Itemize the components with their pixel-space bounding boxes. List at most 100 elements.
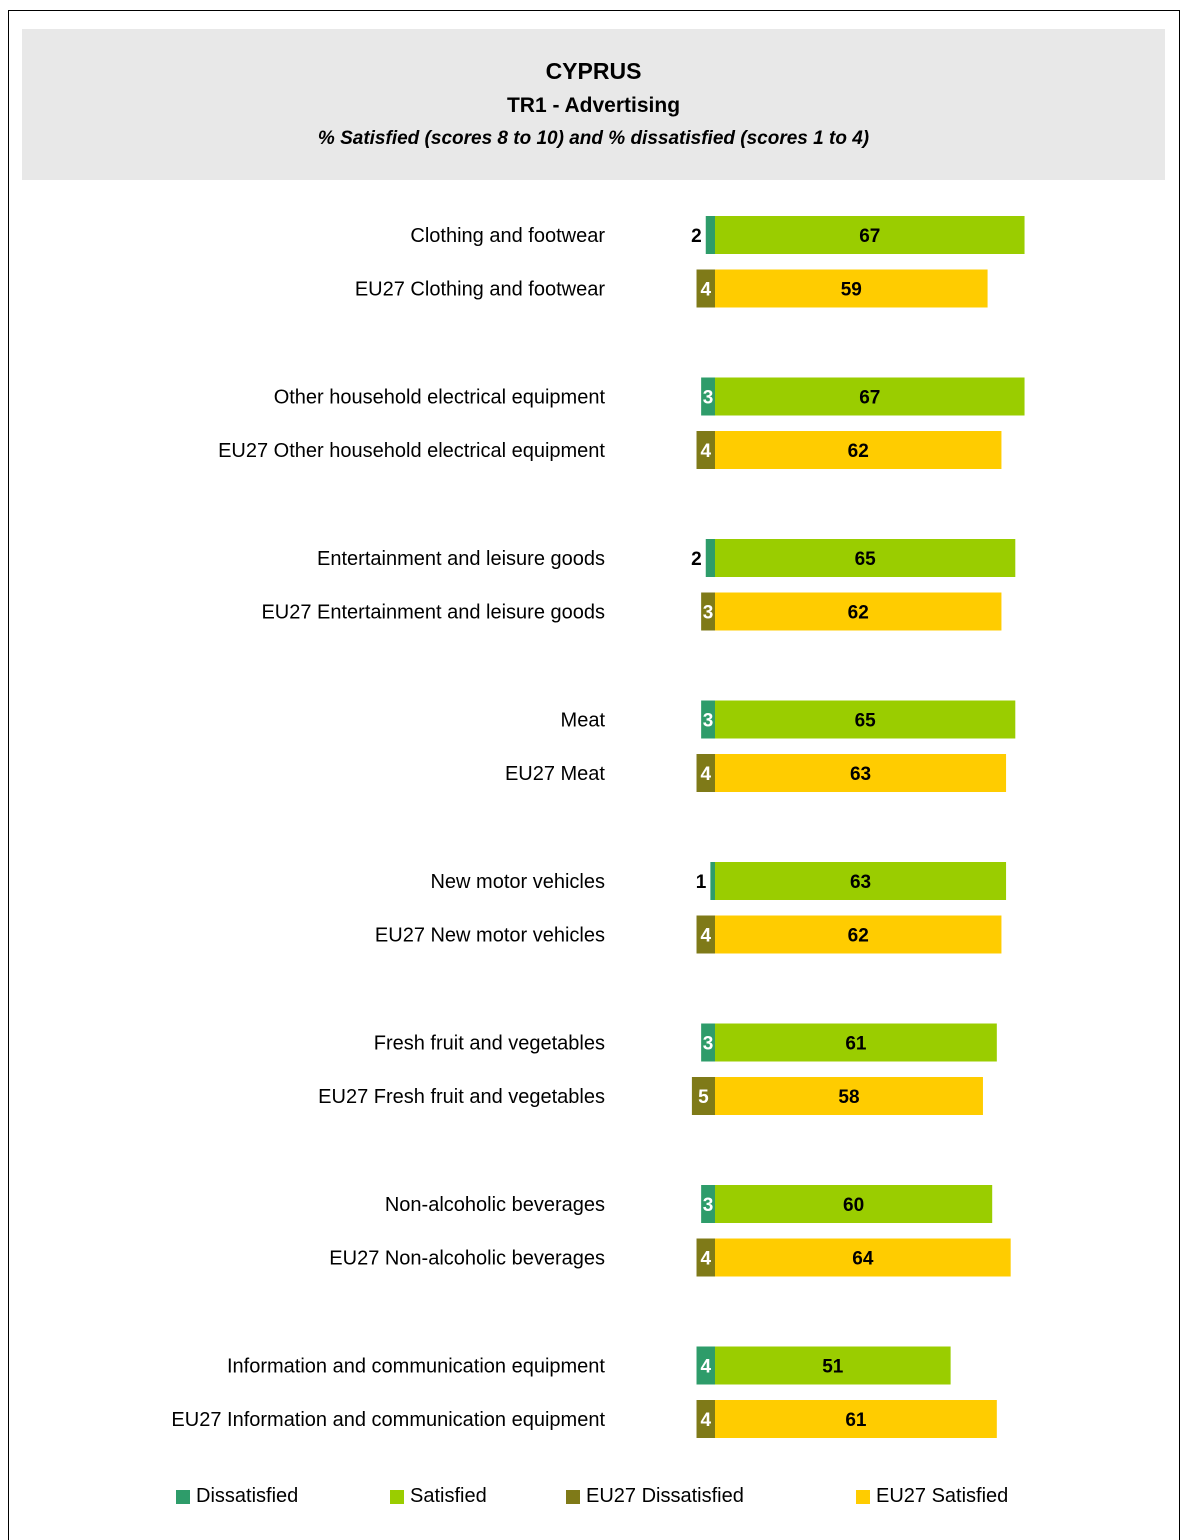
- header-box: [22, 29, 1165, 180]
- legend-item-eu27-dissatisfied: EU27 Dissatisfied: [566, 1485, 744, 1508]
- bar-satisfied-new-motor-vehicles: [715, 862, 1007, 900]
- legend-label-satisfied: Satisfied: [410, 1485, 487, 1507]
- value-label-satisfied-non-alcoholic-beverages: 60: [843, 1195, 864, 1216]
- value-label-dissatisfied-eu27-non-alcoholic-beverages: 4: [700, 1249, 711, 1270]
- bar-dissatisfied-clothing-and-footwear: [705, 216, 715, 254]
- value-label-satisfied-other-household-electrical-equipment: 67: [859, 388, 880, 409]
- legend-swatch-eu27-dissatisfied: [566, 1489, 580, 1504]
- value-label-satisfied-entertainment-and-leisure-goods: 65: [855, 549, 877, 570]
- value-label-satisfied-new-motor-vehicles: 63: [850, 872, 871, 893]
- bar-dissatisfied-non-alcoholic-beverages: [701, 1185, 715, 1223]
- legend-label-eu27-satisfied: EU27 Satisfied: [876, 1485, 1009, 1507]
- bar-dissatisfied-fresh-fruit-and-vegetables: [701, 1023, 715, 1062]
- bar-satisfied-clothing-and-footwear: [715, 216, 1025, 254]
- category-label-non-alcoholic-beverages: Non-alcoholic beverages: [385, 1194, 605, 1216]
- bar-dissatisfied-entertainment-and-leisure-goods: [705, 539, 715, 577]
- bar-dissatisfied-new-motor-vehicles: [710, 862, 715, 900]
- value-label-satisfied-eu27-entertainment-and-leisure-goods: 62: [848, 603, 869, 624]
- bar-dissatisfied-eu27-non-alcoholic-beverages: [696, 1238, 715, 1277]
- legend-label-dissatisfied: Dissatisfied: [196, 1485, 299, 1507]
- bar-satisfied-eu27-fresh-fruit-and-vegetables: [715, 1077, 983, 1115]
- bar-satisfied-eu27-information-and-communication-equipment: [715, 1400, 997, 1438]
- legend-item-eu27-satisfied: EU27 Satisfied: [856, 1485, 1008, 1508]
- value-label-dissatisfied-other-household-electrical-equipment: 3: [703, 388, 714, 409]
- value-label-dissatisfied-eu27-clothing-and-footwear: 4: [700, 280, 711, 301]
- bar-dissatisfied-eu27-fresh-fruit-and-vegetables: [691, 1077, 715, 1115]
- bar-dissatisfied-eu27-new-motor-vehicles: [696, 915, 715, 954]
- bar-satisfied-information-and-communication-equipment: [715, 1346, 951, 1385]
- category-label-other-household-electrical-equipment: Other household electrical equipment: [274, 387, 606, 409]
- value-label-satisfied-fresh-fruit-and-vegetables: 61: [845, 1034, 867, 1055]
- value-label-dissatisfied-meat: 3: [703, 711, 714, 732]
- category-label-clothing-and-footwear: Clothing and footwear: [410, 225, 605, 247]
- value-label-dissatisfied-eu27-new-motor-vehicles: 4: [700, 926, 711, 947]
- value-label-satisfied-clothing-and-footwear: 67: [859, 226, 880, 247]
- category-label-fresh-fruit-and-vegetables: Fresh fruit and vegetables: [374, 1033, 605, 1055]
- bar-chart: Clothing and footwear 2 67 EU27 Clothing an…: [171, 216, 1025, 1438]
- category-label-entertainment-and-leisure-goods: Entertainment and leisure goods: [317, 548, 605, 570]
- bar-satisfied-entertainment-and-leisure-goods: [715, 539, 1016, 577]
- value-label-satisfied-eu27-clothing-and-footwear: 59: [841, 280, 862, 301]
- chart-frame: [8, 10, 1180, 1540]
- legend-item-dissatisfied: Dissatisfied: [176, 1485, 298, 1508]
- legend-item-satisfied: Satisfied: [390, 1485, 487, 1508]
- bar-dissatisfied-eu27-information-and-communication-equipment: [696, 1400, 715, 1438]
- category-label-meat: Meat: [561, 710, 606, 732]
- bar-dissatisfied-other-household-electrical-equipment: [701, 377, 715, 416]
- legend-label-eu27-dissatisfied: EU27 Dissatisfied: [586, 1485, 744, 1507]
- bar-satisfied-eu27-non-alcoholic-beverages: [715, 1238, 1011, 1277]
- bar-satisfied-meat: [715, 700, 1016, 739]
- legend-swatch-eu27-satisfied: [856, 1489, 870, 1504]
- value-label-satisfied-eu27-non-alcoholic-beverages: 64: [852, 1249, 874, 1270]
- value-label-dissatisfied-eu27-fresh-fruit-and-vegetables: 5: [698, 1087, 709, 1108]
- chart-country-title: CYPRUS: [545, 58, 642, 84]
- value-label-dissatisfied-new-motor-vehicles: 1: [696, 872, 707, 893]
- value-label-dissatisfied-eu27-entertainment-and-leisure-goods: 3: [703, 603, 714, 624]
- value-label-dissatisfied-eu27-information-and-communication-equipment: 4: [700, 1410, 711, 1431]
- bar-dissatisfied-information-and-communication-equipment: [696, 1346, 715, 1385]
- category-label-eu27-new-motor-vehicles: EU27 New motor vehicles: [375, 925, 605, 947]
- bar-satisfied-eu27-entertainment-and-leisure-goods: [715, 592, 1002, 631]
- value-label-satisfied-eu27-information-and-communication-equipment: 61: [845, 1410, 867, 1431]
- value-label-dissatisfied-entertainment-and-leisure-goods: 2: [691, 549, 702, 570]
- category-label-eu27-meat: EU27 Meat: [505, 763, 605, 785]
- bar-satisfied-other-household-electrical-equipment: [715, 377, 1025, 416]
- legend: Dissatisfied Satisfied EU27 Dissatisfied…: [0, 1485, 1186, 1509]
- chart-subtitle: % Satisfied (scores 8 to 10) and % dissa…: [317, 128, 870, 149]
- value-label-dissatisfied-eu27-other-household-electrical-equipment: 4: [700, 441, 711, 462]
- value-label-dissatisfied-fresh-fruit-and-vegetables: 3: [703, 1034, 714, 1055]
- value-label-dissatisfied-non-alcoholic-beverages: 3: [703, 1195, 714, 1216]
- value-label-dissatisfied-clothing-and-footwear: 2: [691, 226, 702, 247]
- bar-satisfied-eu27-meat: [715, 754, 1007, 792]
- category-label-eu27-clothing-and-footwear: EU27 Clothing and footwear: [355, 279, 605, 301]
- category-label-eu27-other-household-electrical-equipment: EU27 Other household electrical equipmen…: [218, 440, 605, 462]
- top-strip: [0, 0, 1186, 10]
- value-label-satisfied-meat: 65: [855, 711, 877, 732]
- value-label-satisfied-eu27-fresh-fruit-and-vegetables: 58: [838, 1087, 859, 1108]
- category-label-eu27-fresh-fruit-and-vegetables: EU27 Fresh fruit and vegetables: [318, 1086, 605, 1108]
- bar-dissatisfied-eu27-meat: [696, 754, 715, 792]
- value-label-satisfied-eu27-other-household-electrical-equipment: 62: [848, 441, 869, 462]
- category-label-new-motor-vehicles: New motor vehicles: [430, 871, 605, 893]
- category-label-eu27-non-alcoholic-beverages: EU27 Non-alcoholic beverages: [329, 1248, 605, 1270]
- value-label-satisfied-eu27-meat: 63: [850, 764, 871, 785]
- value-label-dissatisfied-information-and-communication-equipment: 4: [700, 1357, 711, 1378]
- chart-indicator-title: TR1 - Advertising: [506, 94, 681, 117]
- category-label-information-and-communication-equipment: Information and communication equipment: [227, 1356, 605, 1378]
- value-label-satisfied-eu27-new-motor-vehicles: 62: [848, 926, 869, 947]
- bar-dissatisfied-eu27-other-household-electrical-equipment: [696, 431, 715, 469]
- bar-dissatisfied-eu27-clothing-and-footwear: [696, 269, 715, 308]
- value-label-dissatisfied-eu27-meat: 4: [700, 764, 711, 785]
- bar-dissatisfied-eu27-entertainment-and-leisure-goods: [701, 592, 715, 631]
- legend-swatch-satisfied: [390, 1489, 404, 1504]
- value-label-satisfied-information-and-communication-equipment: 51: [822, 1357, 844, 1378]
- category-label-eu27-entertainment-and-leisure-goods: EU27 Entertainment and leisure goods: [261, 602, 605, 624]
- legend-swatch-dissatisfied: [176, 1489, 190, 1504]
- bar-satisfied-eu27-new-motor-vehicles: [715, 915, 1002, 954]
- bar-satisfied-eu27-other-household-electrical-equipment: [715, 431, 1002, 469]
- bar-satisfied-eu27-clothing-and-footwear: [715, 269, 988, 308]
- bar-satisfied-fresh-fruit-and-vegetables: [715, 1023, 997, 1062]
- bar-dissatisfied-meat: [701, 700, 715, 739]
- category-label-eu27-information-and-communication-equipment: EU27 Information and communication equip…: [171, 1409, 605, 1431]
- bar-satisfied-non-alcoholic-beverages: [715, 1185, 993, 1223]
